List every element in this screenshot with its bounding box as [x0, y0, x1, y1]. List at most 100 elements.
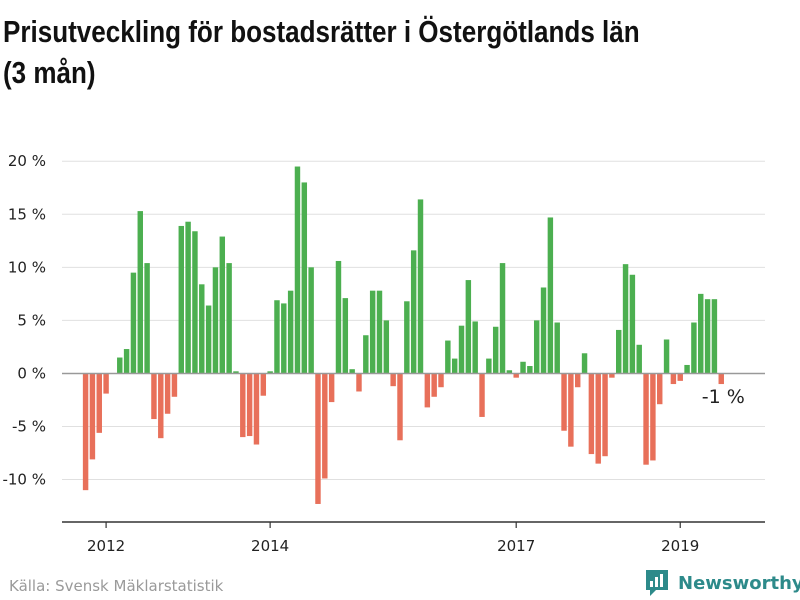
- bar: [82, 373, 89, 491]
- bar: [431, 373, 437, 397]
- bar: [185, 221, 191, 374]
- bar: [130, 272, 137, 374]
- bar: [397, 373, 403, 441]
- bar: [540, 287, 547, 374]
- bar: [233, 371, 239, 374]
- bar: [410, 250, 417, 374]
- y-tick-label: -10 %: [2, 471, 46, 489]
- x-tick-label: 2017: [497, 537, 535, 555]
- bar: [335, 260, 342, 374]
- bar: [711, 299, 718, 374]
- x-tick-label: 2012: [87, 537, 125, 555]
- bar: [274, 300, 280, 374]
- bar: [390, 373, 396, 387]
- bar: [349, 369, 355, 374]
- bar: [499, 263, 506, 374]
- bar: [96, 373, 102, 433]
- bar: [636, 344, 642, 374]
- bar: [212, 267, 219, 374]
- bar: [383, 320, 390, 374]
- bar: [308, 267, 314, 374]
- bar: [89, 373, 96, 460]
- bar: [376, 290, 383, 374]
- annotations: -1 %: [702, 386, 745, 408]
- bar: [445, 340, 451, 374]
- bar: [465, 280, 472, 374]
- bar: [322, 373, 328, 479]
- bar: [226, 263, 232, 374]
- bar: [246, 373, 253, 437]
- bar: [192, 231, 198, 374]
- bar: [691, 322, 697, 374]
- tick-labels: -10 % -5 % 0 % 5 % 10 % 15 % 20 % 2012 2014 2017 2…: [2, 152, 699, 555]
- bar: [178, 225, 184, 374]
- bar: [171, 373, 178, 397]
- bar: [451, 358, 458, 374]
- bar: [260, 373, 267, 396]
- bar: [718, 373, 724, 385]
- bar: [657, 373, 663, 405]
- y-tick-label: 10 %: [8, 258, 46, 276]
- bar: [492, 326, 499, 374]
- bar: [151, 373, 157, 420]
- y-tick-label: 20 %: [8, 152, 46, 170]
- y-tick-label: -5 %: [12, 418, 46, 436]
- bar: [677, 373, 683, 381]
- bar: [650, 373, 656, 461]
- bar: [117, 357, 123, 374]
- bar: [554, 322, 560, 374]
- bar: [704, 299, 711, 374]
- newsworthy-logo-icon: [646, 570, 668, 596]
- bar: [479, 373, 485, 417]
- bar: [281, 303, 287, 374]
- bar: [486, 358, 492, 374]
- bar: [568, 373, 574, 447]
- bar: [684, 364, 690, 374]
- bar: [513, 373, 519, 378]
- bar: [472, 321, 478, 374]
- bar: [315, 373, 321, 504]
- bar: [458, 325, 465, 374]
- bar: [164, 373, 171, 414]
- bar: [520, 361, 526, 374]
- brand-name: Newsworthy: [678, 572, 800, 594]
- bar: [595, 373, 601, 464]
- bar: [287, 290, 294, 374]
- x-tick-label: 2019: [661, 537, 699, 555]
- bar: [574, 373, 581, 388]
- bar: [602, 373, 608, 457]
- bar: [137, 211, 143, 374]
- chart-title: Prisutveckling för bostadsrätter i Öster…: [3, 14, 640, 90]
- bar: [643, 373, 649, 465]
- bar: [356, 373, 362, 392]
- bar: [616, 329, 622, 374]
- bar: [622, 264, 629, 374]
- axes: [62, 372, 765, 528]
- bar: [267, 371, 273, 374]
- bar: [240, 373, 246, 438]
- bar: [663, 339, 670, 374]
- bar: [533, 320, 540, 374]
- bar: [629, 274, 636, 374]
- bar: [404, 301, 410, 374]
- bar: [123, 349, 130, 374]
- annotation-label: -1 %: [702, 386, 745, 408]
- bar: [369, 290, 376, 374]
- bar: [506, 370, 513, 374]
- bar: [417, 199, 424, 374]
- y-tick-label: 5 %: [17, 311, 46, 329]
- bar: [527, 366, 533, 374]
- bar: [547, 217, 554, 374]
- bar: [438, 373, 444, 388]
- bar: [144, 263, 150, 374]
- bar: [670, 373, 677, 385]
- x-tick-label: 2014: [251, 537, 289, 555]
- bar: [158, 373, 164, 439]
- y-tick-label: 0 %: [17, 364, 46, 382]
- bar: [424, 373, 431, 408]
- bar: [581, 353, 588, 374]
- bar: [698, 293, 704, 374]
- y-tick-label: 15 %: [8, 205, 46, 223]
- brand-logo[interactable]: Newsworthy: [644, 566, 800, 600]
